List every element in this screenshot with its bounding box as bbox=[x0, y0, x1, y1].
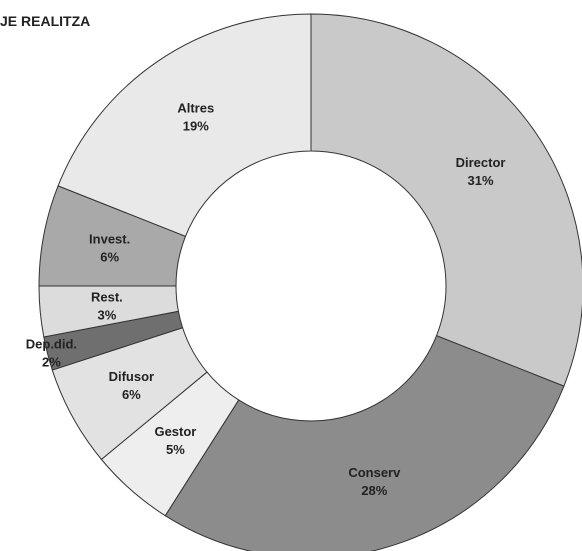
slice-value: 2% bbox=[42, 355, 61, 370]
slice-label: Director bbox=[456, 155, 506, 170]
slice-label: Invest. bbox=[89, 232, 130, 247]
chart-title: JE REALITZA bbox=[0, 13, 90, 29]
slice-value: 5% bbox=[166, 442, 185, 457]
slice-value: 6% bbox=[100, 250, 119, 265]
slice-label: Rest. bbox=[91, 289, 123, 304]
donut-slice bbox=[57, 13, 312, 237]
slice-label: Gestor bbox=[154, 424, 196, 439]
slice-label: Altres bbox=[177, 100, 214, 115]
slice-value: 3% bbox=[98, 307, 117, 322]
donut-slice bbox=[164, 335, 565, 551]
slice-label: Difusor bbox=[109, 369, 155, 384]
slice-value: 31% bbox=[468, 173, 494, 188]
donut-slice bbox=[310, 13, 582, 387]
slice-value: 19% bbox=[183, 118, 209, 133]
slice-value: 28% bbox=[361, 483, 387, 498]
slice-label: Conserv bbox=[348, 465, 401, 480]
slice-value: 6% bbox=[122, 387, 141, 402]
slice-label: Dep.did. bbox=[26, 337, 77, 352]
